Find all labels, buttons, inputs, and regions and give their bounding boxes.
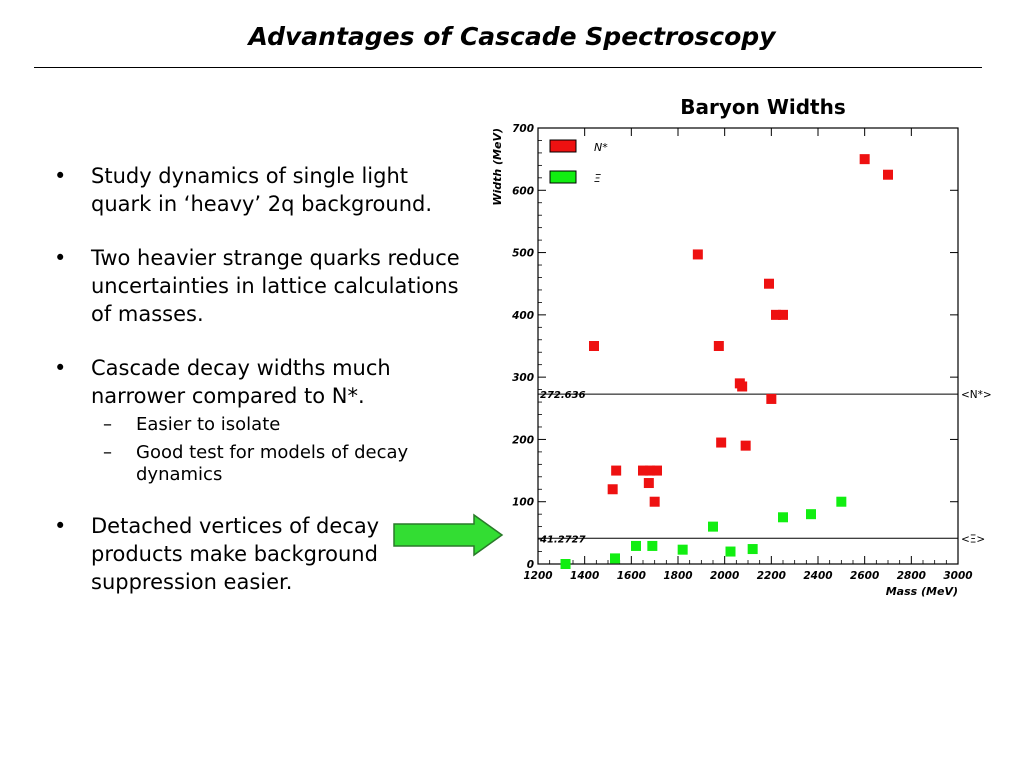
y-tick-label: 100 — [512, 497, 534, 509]
data-point — [778, 309, 788, 320]
data-point — [652, 465, 662, 476]
y-tick-label: 300 — [512, 372, 534, 384]
sub-bullet-item: – Easier to isolate — [91, 414, 472, 436]
y-tick-label: 700 — [512, 123, 534, 135]
sub-bullet-item: – Good test for models of decay dynamics — [91, 442, 472, 486]
data-point — [725, 546, 736, 557]
data-point — [631, 540, 641, 551]
data-point — [713, 341, 724, 351]
bullet-dot: • — [54, 356, 67, 380]
x-tick-label: 2400 — [803, 570, 832, 582]
data-point — [649, 496, 660, 507]
data-point — [716, 437, 727, 448]
y-tick-label: 400 — [511, 310, 534, 322]
x-tick-label: 2000 — [710, 570, 739, 582]
data-point — [677, 544, 688, 555]
data-point — [766, 393, 777, 404]
x-tick-label: 2600 — [850, 570, 879, 582]
data-point — [647, 540, 658, 551]
data-point — [607, 484, 618, 495]
x-axis-label: Mass (MeV) — [886, 585, 958, 598]
x-tick-label: 1800 — [663, 570, 692, 582]
data-point — [643, 478, 654, 489]
x-tick-label: 1200 — [523, 570, 552, 582]
y-axis-label: Width (MeV) — [491, 128, 504, 206]
legend-swatch — [549, 139, 577, 153]
legend-swatch — [549, 170, 577, 184]
x-tick-label: 3000 — [943, 570, 972, 582]
bullet-item: • Cascade decay widths much narrower comp… — [52, 354, 472, 486]
bullet-dot: • — [54, 514, 67, 538]
plot-frame — [537, 127, 959, 565]
data-point — [771, 309, 781, 320]
x-tick-label: 2800 — [897, 570, 926, 582]
data-point — [611, 465, 622, 476]
bullet-item: • Two heavier strange quarks reduce uncer… — [52, 244, 472, 328]
bullet-text: Detached vertices of decay products make… — [91, 514, 380, 594]
sub-bullet-list: – Easier to isolate – Good test for models … — [91, 414, 472, 486]
mean-line-value: 272.636 — [540, 390, 586, 401]
data-point — [638, 465, 648, 476]
bullet-list: • Study dynamics of single light quark in… — [52, 162, 472, 596]
data-point — [778, 512, 788, 523]
mean-line-label: <N*> — [961, 389, 992, 401]
bullet-text: Study dynamics of single light quark in … — [91, 164, 433, 216]
data-point — [692, 249, 703, 260]
y-tick-label: 600 — [512, 185, 534, 197]
mean-line-value: 41.2727 — [539, 534, 586, 545]
data-point — [740, 440, 751, 451]
data-point — [747, 544, 758, 555]
bullet-dot: • — [54, 164, 67, 188]
x-tick-label: 1600 — [617, 570, 646, 582]
x-tick-label: 1400 — [570, 570, 599, 582]
sub-bullet-text: Easier to isolate — [136, 414, 281, 435]
bullet-dot: • — [54, 246, 67, 270]
sub-bullet-dash: – — [103, 414, 112, 435]
slide-title: Advantages of Cascade Spectroscopy — [248, 22, 776, 51]
chart-title: Baryon Widths — [680, 95, 846, 119]
data-point — [764, 278, 774, 289]
data-point — [737, 381, 748, 392]
data-point — [836, 496, 847, 507]
arrow-shape — [393, 513, 504, 557]
right-arrow-icon — [393, 513, 504, 557]
bullet-item: • Detached vertices of decay products mak… — [52, 512, 472, 596]
data-point — [806, 509, 816, 520]
data-point — [560, 559, 571, 569]
data-point — [610, 553, 620, 564]
data-point — [708, 521, 718, 532]
mean-line-label: <Ξ> — [961, 533, 985, 545]
bullet-text: Cascade decay widths much narrower compa… — [91, 356, 391, 408]
data-point — [589, 341, 599, 351]
legend-label: N* — [594, 141, 608, 154]
title-divider — [34, 67, 982, 68]
data-point — [645, 465, 655, 476]
bullet-text: Two heavier strange quarks reduce uncert… — [91, 246, 460, 326]
data-point — [883, 169, 893, 180]
bullet-item: • Study dynamics of single light quark in… — [52, 162, 472, 218]
y-tick-label: 500 — [512, 248, 534, 260]
sub-bullet-text: Good test for models of decay dynamics — [136, 442, 409, 485]
data-point — [859, 154, 870, 165]
sub-bullet-dash: – — [103, 442, 112, 463]
legend-label: Ξ — [594, 172, 601, 185]
x-tick-label: 2200 — [757, 570, 786, 582]
y-tick-label: 0 — [527, 559, 534, 571]
y-tick-label: 200 — [512, 434, 534, 446]
